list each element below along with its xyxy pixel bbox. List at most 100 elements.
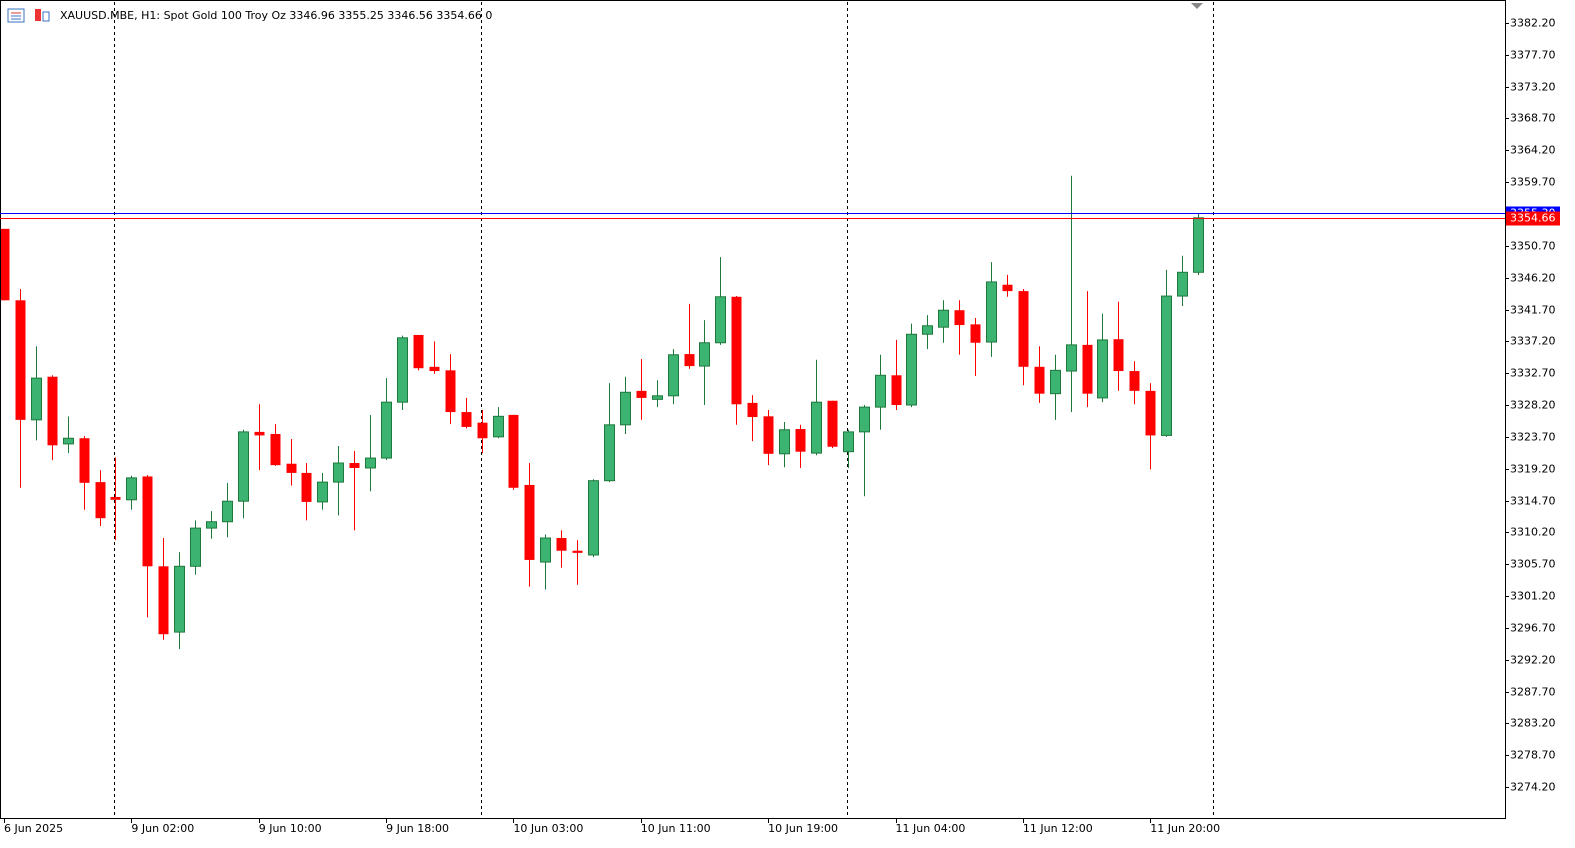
candle-body	[652, 395, 663, 400]
candle-body	[508, 414, 519, 488]
candle-body	[1113, 339, 1124, 372]
icon-candle	[42, 11, 50, 22]
candle-body	[31, 377, 42, 421]
candle-body	[1050, 369, 1061, 395]
candle-body	[365, 457, 376, 469]
candle-body	[381, 401, 392, 459]
candle-body	[190, 527, 201, 567]
candle-body	[620, 391, 631, 426]
y-tick-label: 3296.70	[1510, 622, 1556, 635]
y-tick-label: 3346.20	[1510, 272, 1556, 285]
candle-body	[970, 324, 981, 343]
candle-body	[493, 415, 504, 438]
plot	[0, 175, 1204, 650]
candle-body	[986, 281, 997, 343]
candle-body	[827, 400, 838, 447]
y-tick-label: 3377.70	[1510, 49, 1556, 62]
x-tick-label: 10 Jun 03:00	[513, 822, 583, 835]
y-tick-label: 3337.20	[1510, 335, 1556, 348]
candle-body	[1177, 271, 1188, 297]
candle-body	[15, 300, 26, 420]
candle-body	[811, 401, 822, 454]
candle-body	[731, 296, 742, 405]
candle-body	[254, 431, 265, 436]
x-tick-label: 11 Jun 04:00	[896, 822, 966, 835]
x-tick-label: 11 Jun 20:00	[1150, 822, 1220, 835]
y-tick-label: 3305.70	[1510, 558, 1556, 571]
header-icons	[7, 8, 50, 23]
candle-body	[588, 480, 599, 556]
candle-body	[938, 309, 949, 328]
y-tick-label: 3301.20	[1510, 590, 1556, 603]
candle-body	[715, 296, 726, 344]
candle-body	[110, 496, 121, 500]
candle-body	[317, 481, 328, 503]
plot-frame	[0, 0, 1506, 819]
candle-body	[429, 366, 440, 372]
shift-marker[interactable]	[1191, 3, 1203, 9]
candle-body	[636, 390, 647, 398]
candle-body	[1066, 344, 1077, 372]
candle-body	[572, 550, 583, 553]
candle-body	[95, 482, 106, 519]
candle-body	[763, 416, 774, 454]
candle-body	[684, 354, 695, 367]
bid-label-box	[1506, 211, 1560, 226]
x-tick-label: 9 Jun 18:00	[386, 822, 449, 835]
candle-body	[349, 463, 360, 468]
y-tick-label: 3368.70	[1510, 112, 1556, 125]
candle-body	[461, 412, 472, 427]
y-tick-label: 3314.70	[1510, 495, 1556, 508]
candle-body	[540, 537, 551, 563]
candle-body	[477, 422, 488, 439]
candle-body	[206, 521, 217, 529]
x-tick-label: 9 Jun 02:00	[131, 822, 194, 835]
y-tick-label: 3310.20	[1510, 526, 1556, 539]
candle-body	[524, 484, 535, 560]
y-tick-label: 3341.70	[1510, 304, 1556, 317]
candle-body	[1018, 291, 1029, 367]
candle-body	[859, 406, 870, 433]
candle-body	[445, 370, 456, 413]
candle-body	[270, 434, 281, 466]
candle-body	[333, 462, 344, 483]
y-tick-label: 3278.70	[1510, 749, 1556, 762]
y-tick-label: 3292.20	[1510, 654, 1556, 667]
candle-body	[954, 310, 965, 326]
x-tick-label: 10 Jun 19:00	[768, 822, 838, 835]
candle-body	[1161, 295, 1172, 436]
candle-body	[1129, 371, 1140, 391]
y-tick-label: 3350.70	[1510, 240, 1556, 253]
y-tick-label: 3323.70	[1510, 431, 1556, 444]
y-tick-label: 3359.70	[1510, 176, 1556, 189]
candle-body	[699, 342, 710, 367]
candle-body	[0, 228, 10, 301]
candle-body	[174, 565, 185, 633]
candle-body	[795, 429, 806, 452]
y-tick-label: 3373.20	[1510, 81, 1556, 94]
day-separators	[114, 2, 1214, 818]
candle-body	[301, 472, 312, 502]
icon-candle[interactable]	[35, 9, 41, 21]
candle-body	[1034, 366, 1045, 394]
candle-body	[875, 374, 886, 408]
candle-body	[906, 333, 917, 406]
y-tick-label: 3319.20	[1510, 463, 1556, 476]
candle-body	[63, 437, 74, 445]
candle-body	[747, 402, 758, 418]
candle-body	[413, 334, 424, 369]
x-tick-label: 6 Jun 2025	[4, 822, 63, 835]
x-tick-label: 10 Jun 11:00	[641, 822, 711, 835]
candle-body	[843, 431, 854, 453]
candle-body	[158, 566, 169, 635]
candle-body	[397, 337, 408, 403]
x-tick-label: 9 Jun 10:00	[259, 822, 322, 835]
bid-label: 3354.66	[1510, 212, 1556, 225]
candle-body	[79, 438, 90, 483]
candle-body	[556, 537, 567, 551]
candle-body	[222, 500, 233, 523]
y-tick-label: 3328.20	[1510, 399, 1556, 412]
candle-body	[1193, 217, 1204, 273]
